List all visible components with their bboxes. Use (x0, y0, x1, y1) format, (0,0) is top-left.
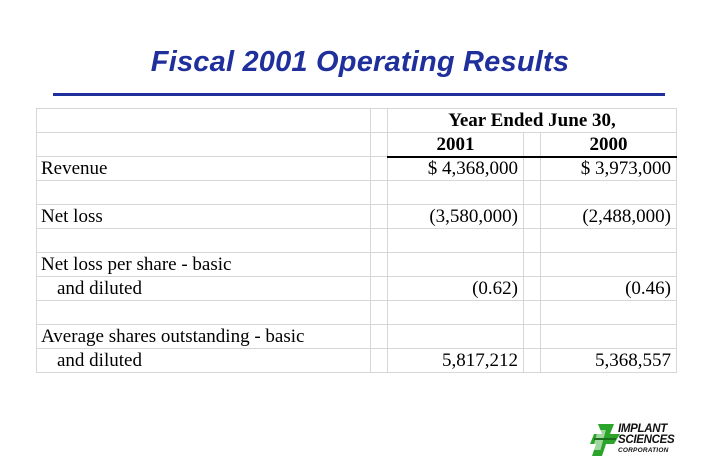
header-year-ended: Year Ended June 30, (387, 108, 677, 133)
row-label-continued: and diluted (36, 276, 371, 301)
row-label: Revenue (36, 156, 371, 181)
header-year-2001: 2001 (387, 132, 524, 158)
spacer-row (36, 228, 677, 253)
table-row: and diluted (0.62) (0.46) (36, 276, 677, 301)
table-row: Year Ended June 30, (36, 108, 677, 133)
company-logo: IMPLANT SCIENCES CORPORATION (588, 420, 684, 460)
revenue-2000: $ 3,973,000 (540, 156, 677, 181)
table-row: Net loss per share - basic (36, 252, 677, 277)
row-label: Average shares outstanding - basic (36, 324, 371, 349)
logo-wordmark: IMPLANT SCIENCES CORPORATION (618, 423, 675, 454)
net-loss-2000: (2,488,000) (540, 204, 677, 229)
table-row: Average shares outstanding - basic (36, 324, 677, 349)
title-rule (53, 93, 665, 96)
net-loss-2001: (3,580,000) (387, 204, 524, 229)
row-label-continued: and diluted (36, 348, 371, 373)
operating-results-table: Year Ended June 30, 2001 2000 Revenue $ … (36, 108, 677, 373)
table-row: Revenue $ 4,368,000 $ 3,973,000 (36, 156, 677, 181)
row-label: Net loss per share - basic (36, 252, 371, 277)
table-row: and diluted 5,817,212 5,368,557 (36, 348, 677, 373)
spacer-row (36, 180, 677, 205)
spacer-row (36, 300, 677, 325)
avg-shares-2000: 5,368,557 (540, 348, 677, 373)
slide-title: Fiscal 2001 Operating Results (150, 46, 570, 78)
avg-shares-2001: 5,817,212 (387, 348, 524, 373)
row-label: Net loss (36, 204, 371, 229)
loss-per-share-2000: (0.46) (540, 276, 677, 301)
loss-per-share-2001: (0.62) (387, 276, 524, 301)
revenue-2001: $ 4,368,000 (387, 156, 524, 181)
table-row: 2001 2000 (36, 132, 677, 158)
header-year-2000: 2000 (540, 132, 677, 158)
table-row: Net loss (3,580,000) (2,488,000) (36, 204, 677, 229)
logo-mark-icon (590, 424, 620, 456)
